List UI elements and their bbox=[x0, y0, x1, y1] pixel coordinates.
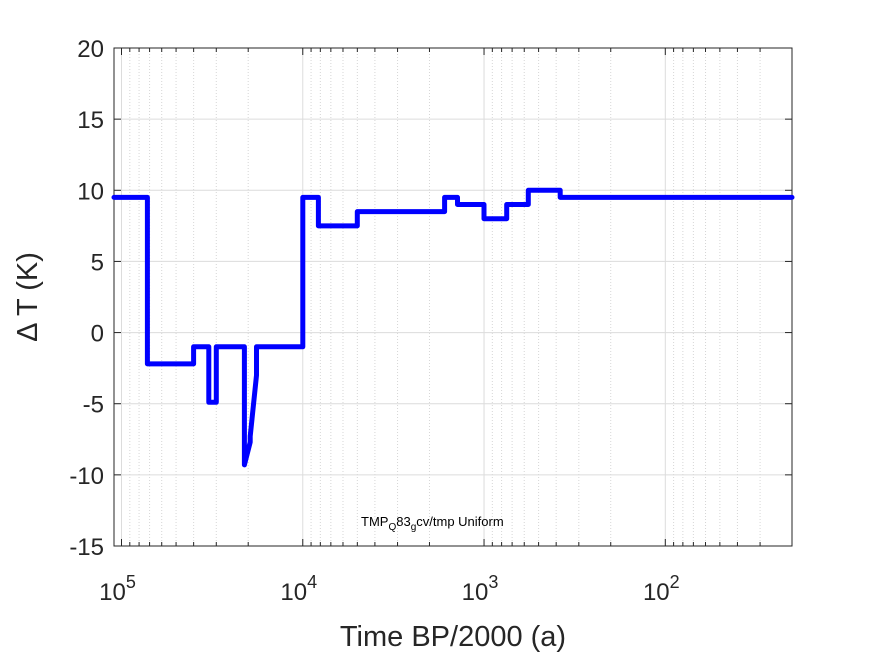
x-tick-labels: 105 104 103 102 bbox=[99, 572, 680, 606]
x-tick-label-exponent: 4 bbox=[307, 572, 317, 592]
axis-ticks bbox=[114, 47, 792, 547]
x-tick-label: 103 bbox=[462, 572, 499, 606]
x-axis-label: Time BP/2000 (a) bbox=[340, 621, 566, 653]
y-tick-label: -5 bbox=[83, 392, 104, 419]
x-tick-label-base: 10 bbox=[643, 579, 670, 606]
annotation-suffix: cv/tmp Uniform bbox=[416, 514, 503, 529]
annotation-prefix: TMP bbox=[361, 514, 388, 529]
y-tick-labels: 20 15 10 5 0 -5 -10 -15 bbox=[69, 36, 104, 561]
y-tick-label: 15 bbox=[77, 107, 104, 134]
plot-area-box bbox=[113, 47, 793, 547]
y-axis-label-text: T (K) bbox=[12, 252, 44, 324]
y-tick-label: -10 bbox=[69, 463, 104, 490]
annotation-sub-1: Q bbox=[388, 522, 396, 533]
y-tick-label: 10 bbox=[77, 178, 104, 205]
x-tick-label-exponent: 5 bbox=[126, 572, 136, 592]
x-tick-label-base: 10 bbox=[462, 579, 489, 606]
y-tick-label: 20 bbox=[77, 36, 104, 63]
y-axis-label-symbol: Δ bbox=[12, 323, 44, 342]
x-tick-label: 104 bbox=[280, 572, 317, 606]
x-tick-label-base: 10 bbox=[99, 579, 126, 606]
x-tick-label-base: 10 bbox=[280, 579, 307, 606]
series-line bbox=[111, 187, 795, 468]
y-axis-label: Δ T (K) bbox=[12, 252, 44, 342]
x-tick-label: 105 bbox=[99, 572, 136, 606]
annotation-middle: 83 bbox=[396, 514, 410, 529]
x-tick-label-exponent: 3 bbox=[488, 572, 498, 592]
minor-grid bbox=[129, 48, 761, 546]
annotation-sub-2: g bbox=[411, 522, 417, 533]
y-tick-label: -15 bbox=[69, 534, 104, 561]
x-tick-label: 102 bbox=[643, 572, 680, 606]
y-tick-label: 0 bbox=[91, 321, 104, 348]
x-tick-label-exponent: 2 bbox=[670, 572, 680, 592]
annotation: TMPQ83gcv/tmp Uniform bbox=[361, 514, 504, 533]
y-tick-label: 5 bbox=[91, 249, 104, 276]
